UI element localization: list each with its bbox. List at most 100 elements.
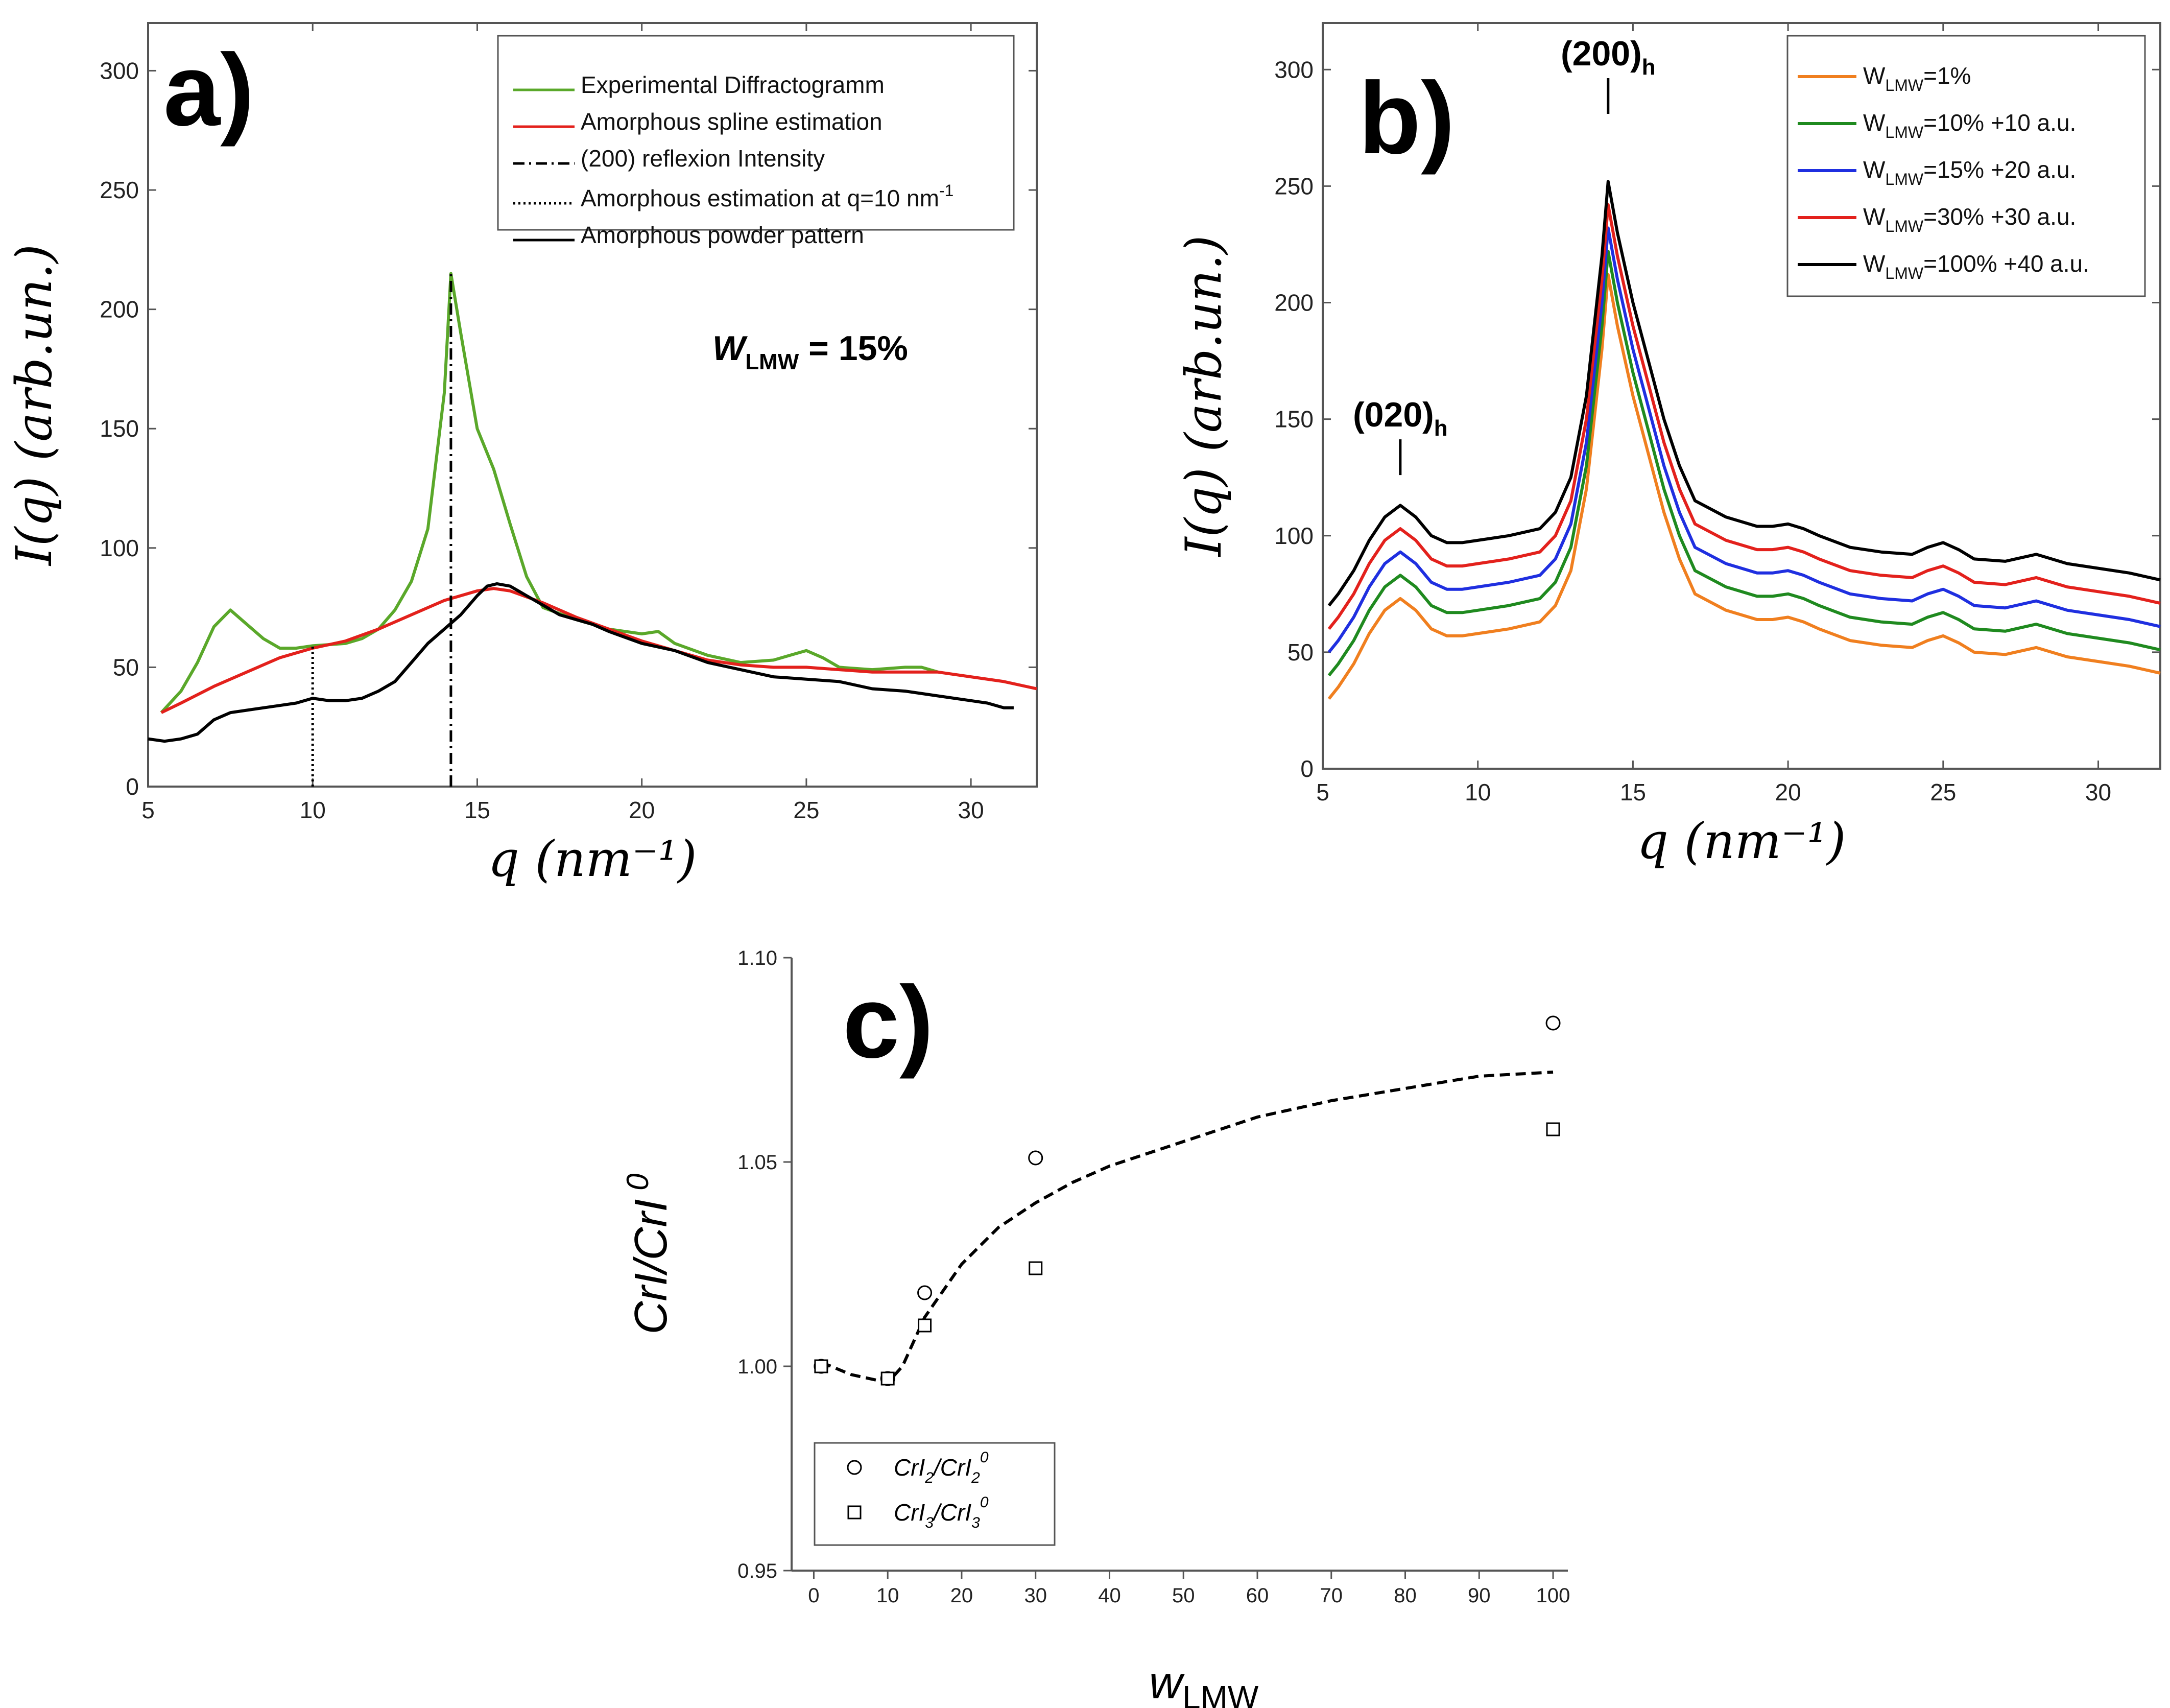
x-tick-label: 30	[2085, 779, 2111, 805]
x-tick-label: 0	[808, 1584, 819, 1607]
y-tick-label: 1.00	[737, 1356, 777, 1378]
series-line-1	[160, 587, 1037, 714]
y-axis-label: I(q) (arb.un.)	[1175, 235, 1232, 558]
legend-entry: CrI3/CrI30	[894, 1494, 989, 1531]
legend-entry: Amorphous estimation at q=10 nm-1	[581, 181, 953, 211]
legend-label: =100% +40 a.u.	[1923, 250, 2089, 277]
series-line-1	[1327, 250, 2161, 677]
legend-label: =1%	[1923, 62, 1971, 89]
legend-subscript: LMW	[1885, 123, 1923, 141]
legend-symbol: W	[1863, 109, 1886, 136]
series-line-0	[1327, 273, 2161, 700]
legend-superscript: -1	[939, 181, 953, 200]
y-tick-label: 1.10	[737, 947, 777, 969]
y-tick-label: 100	[100, 535, 139, 561]
x-tick-label: 15	[1620, 779, 1646, 805]
legend-box	[497, 35, 1015, 231]
circle-point	[1028, 1150, 1043, 1166]
y-tick-label: 250	[1274, 173, 1314, 199]
x-tick-label: 25	[1930, 779, 1956, 805]
legend-label: =10% +10 a.u.	[1923, 109, 2076, 136]
w-lmw-annotation: WLMW = 15%	[712, 329, 908, 374]
y-axis-label: I(q) (arb.un.)	[6, 244, 63, 566]
legend-symbol: W	[1863, 156, 1886, 183]
x-tick-label: 90	[1468, 1584, 1491, 1607]
legend-text: CrI	[894, 1499, 925, 1526]
x-tick-label: 40	[1098, 1584, 1121, 1607]
y-tick-label: 300	[1274, 56, 1314, 83]
series-line-4	[1327, 180, 2161, 607]
square-point	[1029, 1261, 1043, 1275]
x-axis-label: q (nm⁻¹)	[488, 831, 697, 888]
legend-subscript: LMW	[1885, 217, 1923, 235]
x-tick-label: 5	[1316, 779, 1329, 805]
legend-box	[1786, 35, 2146, 297]
legend-entry: WLMW=15% +20 a.u.	[1863, 156, 2076, 188]
y-tick-label: 150	[100, 415, 139, 442]
legend-entry: WLMW=100% +40 a.u.	[1863, 250, 2089, 282]
x-tick-label: 20	[950, 1584, 973, 1607]
legend-box	[814, 1442, 1056, 1546]
legend-text: Amorphous estimation at q=10 nm	[581, 185, 939, 211]
x-axis-label: q (nm⁻¹)	[1637, 813, 1846, 870]
x-tick-label: 60	[1246, 1584, 1269, 1607]
x-tick-label: 30	[1024, 1584, 1047, 1607]
panel-c: 0 10 20 30 40 50 60 70 80 90 1000.951.001.051.10wL…	[621, 947, 1570, 1708]
x-tick-label: 70	[1320, 1584, 1343, 1607]
x-tick-label: 25	[793, 797, 819, 823]
fit-dashed-line	[820, 1071, 1554, 1385]
x-tick-label: 15	[464, 797, 490, 823]
legend-subscript: LMW	[1885, 264, 1923, 282]
x-tick-label: 100	[1536, 1584, 1570, 1607]
x-tick-label: 5	[141, 797, 155, 823]
legend-entry: CrI2/CrI20	[894, 1449, 989, 1486]
x-axis-symbol: w	[1149, 1657, 1185, 1708]
legend-superscript: 0	[980, 1449, 989, 1466]
circle-point	[917, 1285, 933, 1300]
y-tick-label: 300	[100, 57, 139, 84]
peak-label-text: (200)	[1561, 34, 1642, 73]
peak-label: (200)h	[1561, 34, 1656, 80]
legend-symbol: W	[1863, 250, 1886, 277]
x-axis-subscript: LMW	[1182, 1679, 1259, 1708]
legend-subscript: 3	[925, 1514, 934, 1531]
annotation-symbol: W	[712, 329, 748, 368]
y-tick-label: 0.95	[737, 1560, 777, 1582]
series-line-3	[1327, 203, 2161, 630]
y-axis-text: CrI/CrI	[626, 1199, 677, 1335]
legend-text: /CrI	[932, 1499, 971, 1526]
panel-b-frame	[1322, 22, 2161, 770]
x-axis-label: wLMW	[1149, 1657, 1259, 1708]
legend-entry: WLMW=30% +30 a.u.	[1863, 203, 2076, 235]
y-axis-superscript: 0	[621, 1174, 655, 1199]
series-line-0	[160, 272, 939, 714]
legend-subscript: 2	[971, 1469, 980, 1486]
x-tick-label: 80	[1394, 1584, 1417, 1607]
x-tick-label: 10	[876, 1584, 899, 1607]
legend-entry: Amorphous spline estimation	[581, 108, 883, 135]
legend-label: =15% +20 a.u.	[1923, 156, 2076, 183]
legend-text: /CrI	[932, 1454, 971, 1481]
series-line-4	[148, 582, 1014, 743]
legend-subscript: 3	[971, 1514, 980, 1531]
legend-symbol: W	[1863, 203, 1886, 230]
x-tick-label: 10	[1465, 779, 1491, 805]
y-tick-label: 50	[1287, 639, 1314, 666]
y-tick-label: 150	[1274, 406, 1314, 433]
peak-label-subscript: h	[1434, 416, 1448, 441]
y-tick-label: 50	[113, 654, 139, 680]
x-tick-label: 10	[300, 797, 326, 823]
legend-entry: WLMW=1%	[1863, 62, 1971, 94]
square-point	[1546, 1122, 1560, 1136]
y-tick-label: 200	[100, 296, 139, 323]
peak-label-subscript: h	[1642, 55, 1656, 80]
series-line-2	[1327, 226, 2161, 653]
legend-subscript: LMW	[1885, 170, 1923, 188]
y-tick-label: 250	[100, 177, 139, 203]
panel-label-b: b)	[1358, 61, 1455, 175]
y-axis-label: CrI/CrI 0	[621, 1174, 677, 1335]
legend-entry: (200) reflexion Intensity	[581, 145, 825, 172]
